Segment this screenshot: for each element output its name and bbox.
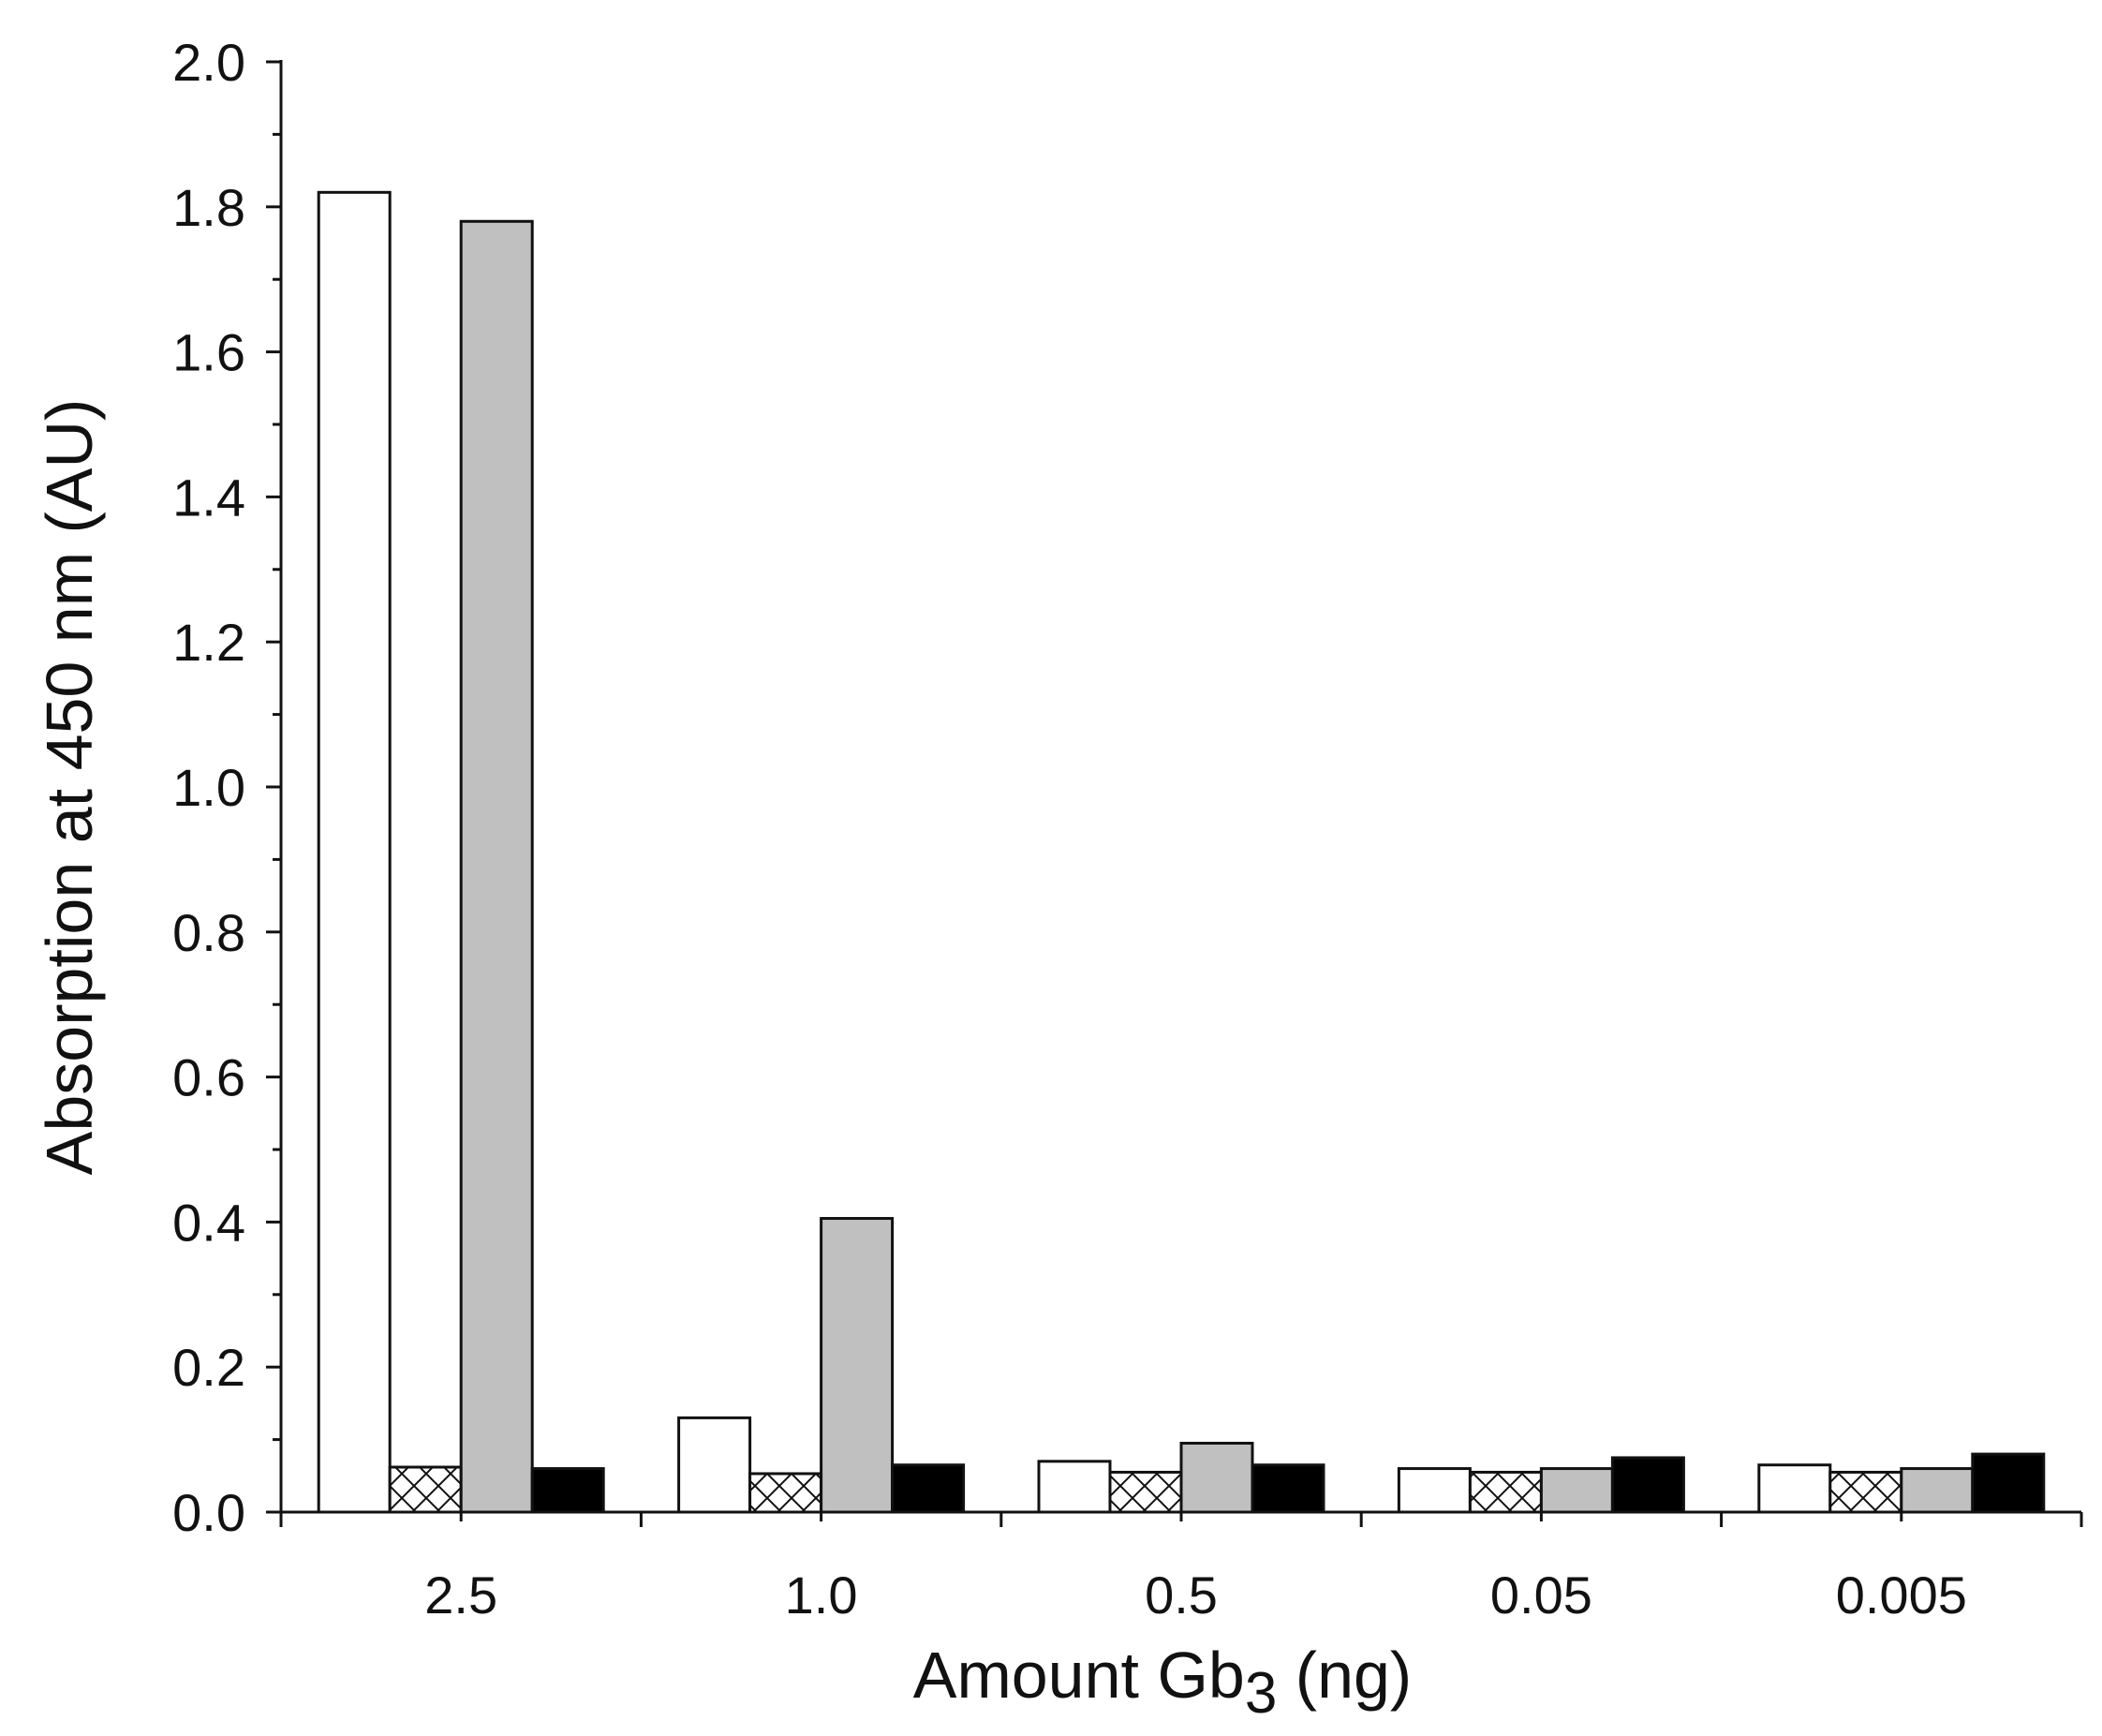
axes-layer bbox=[279, 60, 2081, 1514]
y-tick-label: 1.0 bbox=[172, 758, 245, 817]
y-tick-label: 1.4 bbox=[172, 467, 245, 527]
bar-series-2 bbox=[1828, 1470, 1903, 1514]
bar-series-1 bbox=[677, 1416, 752, 1514]
bar-series-3 bbox=[1900, 1467, 1975, 1514]
bar-series-2 bbox=[748, 1472, 823, 1514]
bar-series-4 bbox=[1971, 1452, 2046, 1514]
bar-series-1 bbox=[1757, 1463, 1832, 1514]
x-tick-label: 1.0 bbox=[785, 1565, 858, 1625]
y-axis-title: Absorption at 450 nm (AU) bbox=[33, 399, 106, 1176]
bar-series-4 bbox=[1251, 1463, 1325, 1514]
bar-series-4 bbox=[530, 1467, 605, 1514]
x-ticks: 2.5 1.0 0.5 0.05 0.005 bbox=[279, 1512, 2083, 1625]
y-tick-label: 2.0 bbox=[172, 33, 245, 92]
x-axis-title: Amount Gb3 (ng) bbox=[913, 1639, 1413, 1726]
bar-series-2 bbox=[388, 1465, 463, 1514]
x-axis-title-subscript: 3 bbox=[1245, 1661, 1277, 1726]
bar-series-3 bbox=[820, 1217, 895, 1514]
bar-series-3 bbox=[1179, 1441, 1254, 1514]
bars-layer bbox=[317, 190, 2046, 1514]
bar-series-3 bbox=[1539, 1467, 1614, 1514]
bar-series-1 bbox=[1037, 1460, 1112, 1514]
x-tick-label: 0.5 bbox=[1145, 1565, 1218, 1625]
y-tick-label: 1.6 bbox=[172, 323, 245, 382]
y-tick-label: 1.2 bbox=[172, 613, 245, 672]
bar-series-4 bbox=[891, 1463, 966, 1514]
y-tick-label: 0.4 bbox=[172, 1193, 245, 1252]
bar-series-1 bbox=[1397, 1467, 1472, 1514]
x-tick-label: 0.05 bbox=[1490, 1565, 1592, 1625]
y-ticks: 0.0 0.2 0.4 0.6 0.8 1.0 1.2 1.4 1.6 1.8 2.0 bbox=[172, 33, 281, 1542]
bar-series-4 bbox=[1610, 1456, 1685, 1514]
x-tick-label: 0.005 bbox=[1836, 1565, 1967, 1625]
bar-series-2 bbox=[1468, 1470, 1543, 1514]
y-tick-label: 0.2 bbox=[172, 1338, 245, 1397]
y-tick-label: 1.8 bbox=[172, 178, 245, 237]
y-tick-label: 0.0 bbox=[172, 1483, 245, 1542]
x-tick-label: 2.5 bbox=[424, 1565, 497, 1625]
bar-series-1 bbox=[317, 190, 392, 1514]
bar-series-2 bbox=[1108, 1470, 1183, 1514]
y-tick-label: 0.8 bbox=[172, 903, 245, 962]
y-tick-label: 0.6 bbox=[172, 1048, 245, 1107]
x-axis-title-main: Amount Gb bbox=[913, 1639, 1245, 1712]
x-axis-title-unit: (ng) bbox=[1277, 1639, 1412, 1712]
bar-series-3 bbox=[459, 219, 534, 1514]
